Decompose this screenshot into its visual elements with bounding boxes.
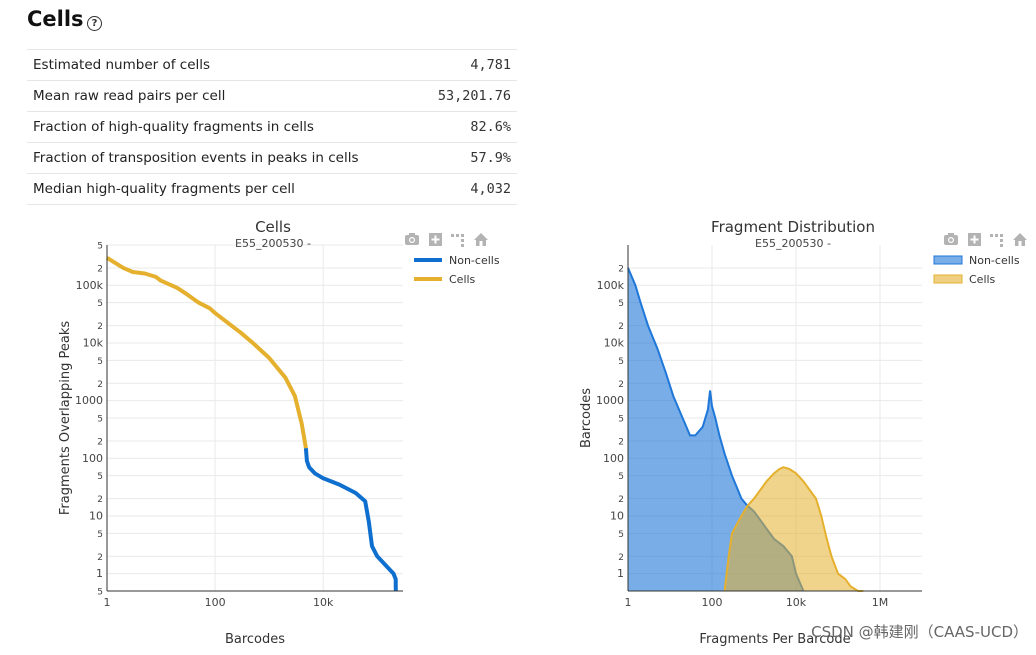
help-icon[interactable]: ? — [87, 16, 102, 31]
zoom-plus-icon[interactable] — [968, 233, 981, 246]
legend-label-non-cells: Non-cells — [969, 254, 1020, 267]
x-tick-label: 100 — [702, 596, 723, 609]
y-tick-label: 10 — [610, 509, 624, 522]
y-tick-label: 5 — [618, 299, 624, 309]
fragment-distribution-chart[interactable]: 2 100k 5 2 10k 5 2 1000 5 2 100 5 2 10 5 2 1 1 100 10k 1M Fra… — [520, 214, 1036, 651]
chart-title: Fragment Distribution — [711, 218, 875, 236]
y-tick-label: 2 — [618, 264, 624, 274]
x-tick-label: 1 — [104, 596, 111, 609]
metric-value: 53,201.76 — [418, 80, 517, 112]
autoscale-icon[interactable] — [990, 234, 1003, 247]
y-tick-label: 5 — [97, 530, 103, 540]
y-tick-label: 5 — [97, 299, 103, 309]
series-line-cells — [105, 256, 308, 449]
metric-value: 82.6% — [418, 111, 517, 143]
y-tick-label: 2 — [97, 322, 103, 332]
metric-label: Fraction of high-quality fragments in ce… — [27, 111, 419, 143]
watermark: CSDN @韩建刚（CAAS-UCD） — [811, 623, 1028, 641]
y-tick-label: 2 — [618, 437, 624, 447]
series-line-cells — [723, 466, 864, 592]
camera-icon[interactable] — [405, 233, 419, 245]
autoscale-icon[interactable] — [451, 234, 464, 247]
y-tick-label: 2 — [97, 553, 103, 563]
y-axis-title: Fragments Overlapping Peaks — [58, 321, 73, 515]
table-row: Median high-quality fragments per cell 4… — [27, 173, 517, 205]
x-tick-label: 1M — [872, 596, 889, 609]
legend-label-non-cells: Non-cells — [449, 254, 500, 267]
y-tick-label: 5 — [618, 415, 624, 425]
metric-value: 57.9% — [418, 142, 517, 174]
y-tick-label: 10k — [83, 336, 104, 349]
y-tick-label: 2 — [618, 380, 624, 390]
metrics-table: Estimated number of cells 4,781 Mean raw… — [27, 49, 517, 205]
y-tick-label: 2 — [618, 553, 624, 563]
y-tick-label: 5 — [97, 588, 103, 598]
metric-value: 4,032 — [418, 173, 517, 205]
table-row: Fraction of transposition events in peak… — [27, 142, 517, 174]
x-tick-label: 10k — [786, 596, 807, 609]
home-icon[interactable] — [474, 233, 488, 246]
x-axis-title: Fragments Per Barcode — [699, 632, 850, 647]
y-tick-label: 2 — [97, 437, 103, 447]
metric-value: 4,781 — [418, 49, 517, 81]
y-tick-label: 2 — [618, 322, 624, 332]
y-tick-label: 100 — [603, 452, 624, 465]
y-tick-label: 5 — [97, 357, 103, 367]
series-area-cells — [724, 467, 864, 591]
y-tick-label: 10k — [604, 336, 625, 349]
y-tick-label: 5 — [618, 530, 624, 540]
table-row: Mean raw read pairs per cell 53,201.76 — [27, 80, 517, 112]
y-axis-title: Barcodes — [579, 388, 594, 448]
table-row: Estimated number of cells 4,781 — [27, 49, 517, 81]
y-tick-label: 5 — [618, 357, 624, 367]
metric-label: Mean raw read pairs per cell — [27, 80, 419, 112]
y-tick-label: 1 — [617, 567, 624, 580]
chart-title: Cells — [255, 218, 291, 236]
legend-label-cells: Cells — [969, 273, 996, 286]
y-tick-label: 5 — [97, 415, 103, 425]
y-tick-label: 1 — [96, 567, 103, 580]
y-tick-label: 100k — [76, 279, 104, 292]
fragment-chart-svg[interactable]: 2 100k 5 2 10k 5 2 1000 5 2 100 5 2 10 5 2 1 1 100 10k 1M Fra… — [520, 214, 1036, 651]
y-tick-label: 2 — [97, 495, 103, 505]
chart-subtitle: E55_200530 - — [755, 237, 831, 250]
y-tick-label: 5 — [97, 472, 103, 482]
zoom-plus-icon[interactable] — [429, 233, 442, 246]
x-axis-title: Barcodes — [225, 632, 285, 647]
y-tick-label: 1000 — [596, 394, 624, 407]
cells-barcode-rank-chart[interactable]: 5 2 100k 5 2 10k 5 2 1000 5 2 100 5 2 10 5 2 1 5 1 100 10k Cel… — [0, 214, 520, 651]
y-tick-label: 100 — [82, 452, 103, 465]
metric-label: Estimated number of cells — [27, 49, 419, 81]
legend-label-cells: Cells — [449, 273, 476, 286]
y-tick-label: 1000 — [75, 394, 103, 407]
y-tick-label: 5 — [618, 472, 624, 482]
x-tick-label: 1 — [625, 596, 632, 609]
y-tick-label: 2 — [618, 495, 624, 505]
metric-label: Median high-quality fragments per cell — [27, 173, 419, 205]
y-tick-label: 100k — [597, 279, 625, 292]
x-tick-label: 10k — [313, 596, 334, 609]
y-tick-label: 5 — [97, 242, 103, 252]
legend-swatch-cells — [933, 274, 963, 284]
y-tick-label: 2 — [97, 380, 103, 390]
page-title: Cells — [27, 7, 84, 31]
series-line-non-cells — [303, 448, 398, 592]
metric-label: Fraction of transposition events in peak… — [27, 142, 419, 174]
series-area-non-cells — [628, 267, 804, 591]
y-tick-label: 2 — [97, 264, 103, 274]
legend-swatch-non-cells — [933, 255, 963, 265]
table-row: Fraction of high-quality fragments in ce… — [27, 111, 517, 143]
camera-icon[interactable] — [944, 233, 958, 245]
chart-subtitle: E55_200530 - — [235, 237, 311, 250]
home-icon[interactable] — [1013, 233, 1027, 246]
x-tick-label: 100 — [205, 596, 226, 609]
y-tick-label: 10 — [89, 509, 103, 522]
